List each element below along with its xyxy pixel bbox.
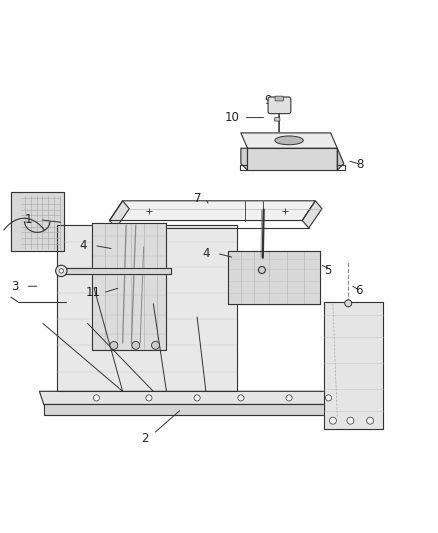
Polygon shape [39, 391, 381, 405]
Circle shape [132, 342, 140, 349]
Circle shape [194, 395, 200, 401]
Text: 10: 10 [225, 111, 240, 124]
FancyBboxPatch shape [275, 96, 283, 101]
Text: 3: 3 [12, 280, 19, 293]
Text: 11: 11 [85, 286, 100, 300]
Polygon shape [57, 225, 237, 391]
Text: 9: 9 [264, 94, 272, 107]
FancyBboxPatch shape [275, 118, 280, 121]
Polygon shape [44, 405, 381, 415]
Polygon shape [324, 302, 383, 429]
Circle shape [258, 266, 265, 273]
Text: 4: 4 [202, 247, 210, 260]
FancyBboxPatch shape [268, 97, 291, 114]
Text: 6: 6 [355, 284, 363, 297]
Circle shape [56, 265, 67, 277]
Text: 4: 4 [79, 239, 87, 252]
Circle shape [286, 395, 292, 401]
Circle shape [110, 342, 118, 349]
Text: 5: 5 [324, 263, 331, 277]
Circle shape [329, 417, 336, 424]
Polygon shape [92, 223, 166, 350]
Polygon shape [241, 133, 337, 148]
Polygon shape [61, 268, 171, 274]
Polygon shape [110, 201, 129, 228]
Circle shape [146, 395, 152, 401]
Circle shape [347, 417, 354, 424]
Text: 1: 1 [25, 213, 32, 226]
Polygon shape [302, 201, 322, 228]
Circle shape [152, 342, 159, 349]
Ellipse shape [275, 136, 304, 145]
Polygon shape [247, 148, 337, 170]
Polygon shape [11, 192, 64, 251]
Circle shape [93, 395, 99, 401]
Text: 7: 7 [194, 192, 202, 205]
Text: 2: 2 [141, 432, 148, 445]
Polygon shape [228, 251, 320, 304]
Circle shape [59, 269, 64, 273]
Polygon shape [241, 148, 247, 170]
Circle shape [367, 417, 374, 424]
Text: 8: 8 [357, 158, 364, 171]
Circle shape [238, 395, 244, 401]
Circle shape [345, 300, 352, 307]
Polygon shape [110, 201, 315, 221]
Circle shape [325, 395, 332, 401]
Polygon shape [337, 148, 344, 170]
